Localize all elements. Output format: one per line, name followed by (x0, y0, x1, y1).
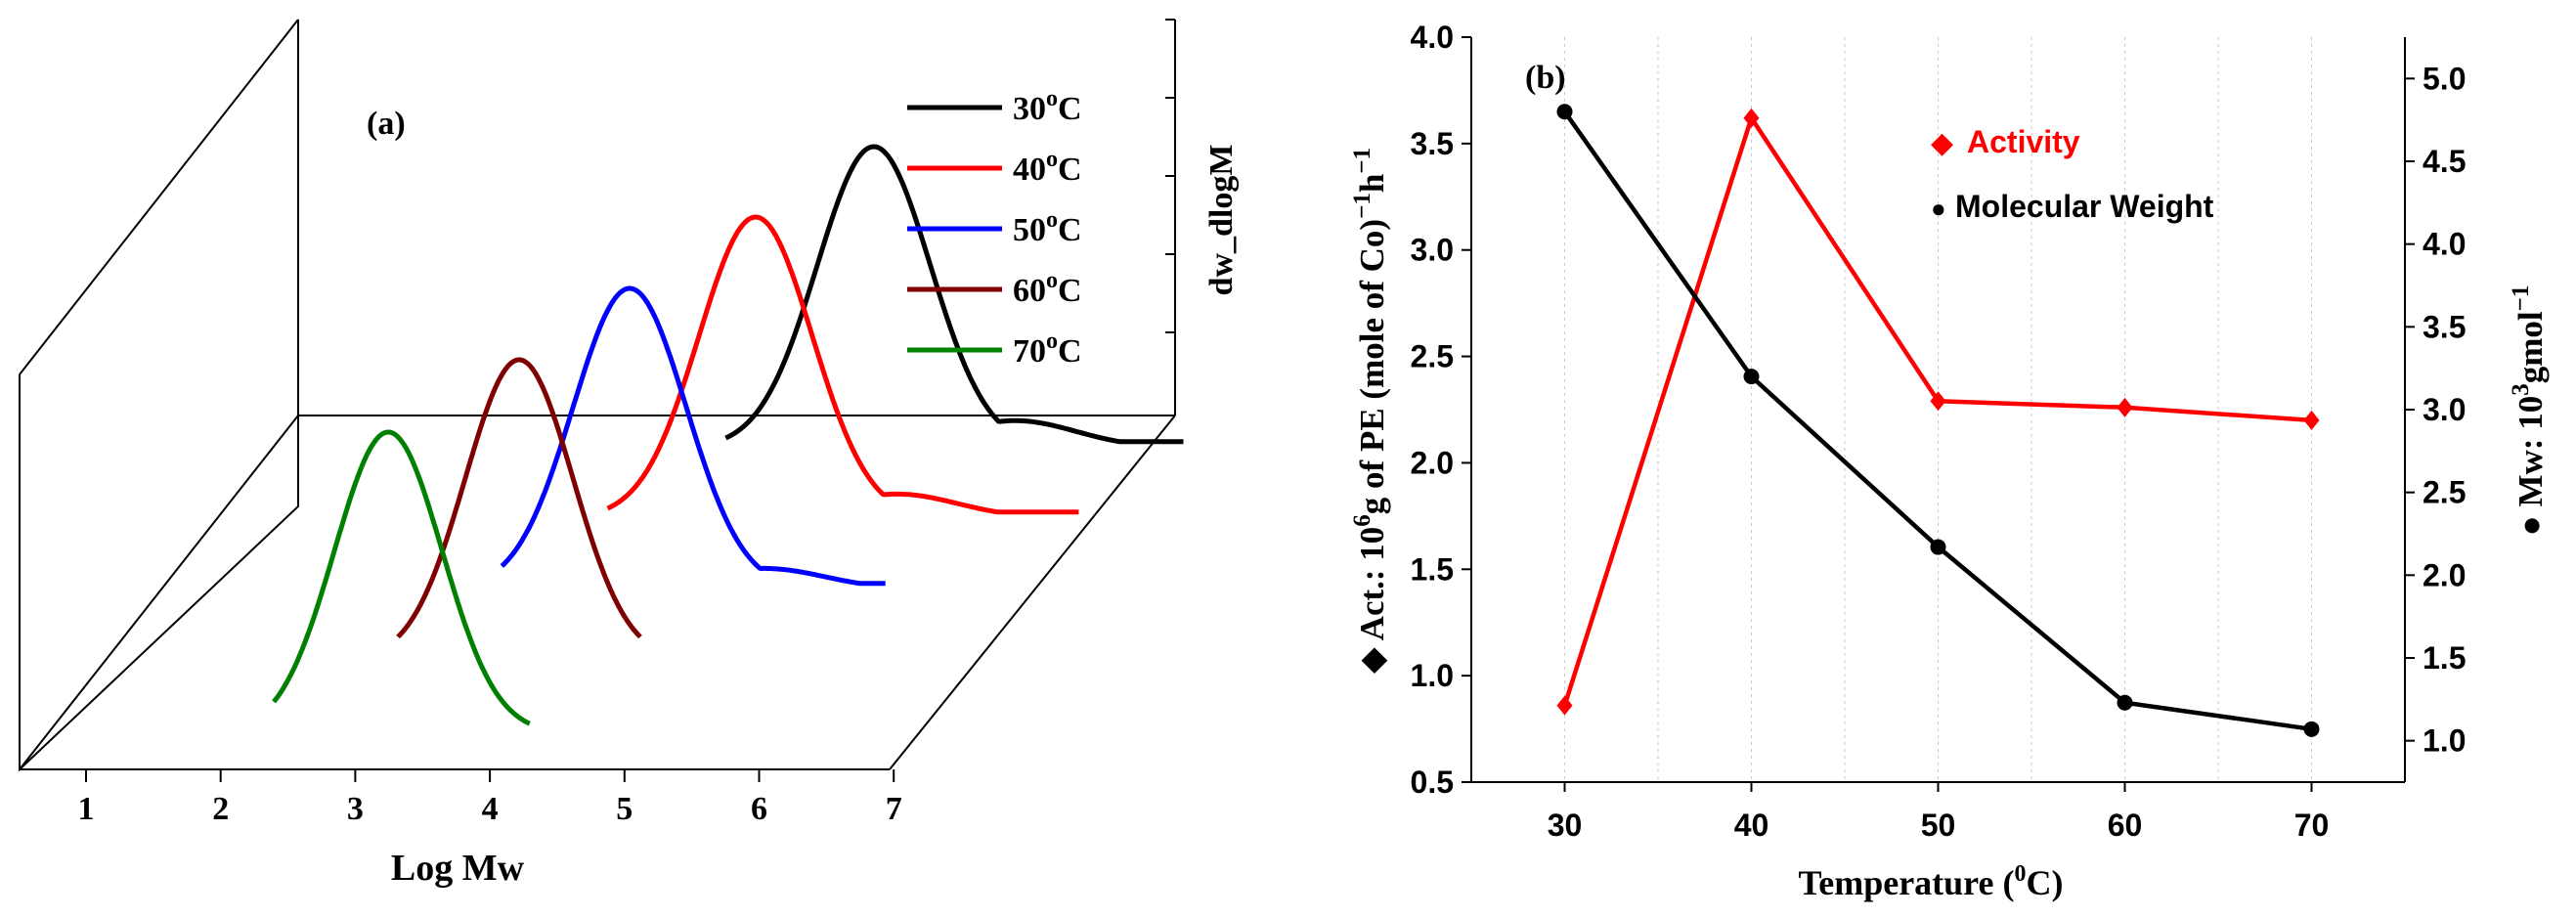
legend-mw-label: Molecular Weight (1955, 189, 2214, 224)
panel-b-right-y-tick-label: 4.5 (2423, 144, 2466, 179)
legend-activity-label: Activity (1967, 124, 2080, 159)
panel-a-back-wall-top (19, 19, 299, 375)
panel-a-x-tick-label: 6 (751, 791, 767, 827)
legend-label-70C: 70oC (1013, 328, 1082, 370)
panel-a-back-wall-left (19, 20, 299, 772)
panel-b-x-tick-label: 70 (2294, 808, 2330, 843)
panel-b-left-y-tick-label: 3.0 (1411, 233, 1454, 268)
panel-b-left-y-tick-label: 3.5 (1411, 126, 1454, 161)
panel-b-x-tick-label: 40 (1734, 808, 1769, 843)
panel-a-x-tick-label: 1 (78, 791, 95, 827)
panel-b-left-y-ticks: 0.5 1.0 1.5 2.0 2.5 3.0 3.5 4.0 (1411, 20, 1471, 800)
molecular-weight-point (1556, 104, 1573, 120)
panel-a-x-axis: 1 2 3 4 5 6 7 (78, 769, 902, 827)
panel-b-x-axis-label: Temperature (0C) (1799, 861, 2064, 902)
molecular-weight-point (1930, 539, 1946, 555)
panel-a-x-tick-label: 3 (347, 791, 364, 827)
panel-b-left-y-tick-label: 1.0 (1411, 658, 1454, 693)
panel-b-line-chart: 30 40 50 60 70 0.51.01.52.02.53.03.54.0 1.01… (1349, 20, 2550, 902)
panel-a-floor-back-left (19, 415, 299, 770)
panel-b-right-y-tick-label: 2.0 (2423, 557, 2466, 592)
panel-b-right-y-axis-label: ● Mw: 103gmol−1 (2508, 285, 2550, 537)
panel-b-label: (b) (1525, 60, 1566, 96)
panel-b-left-y-tick-label: 2.0 (1411, 445, 1454, 480)
panel-a-x-tick-label: 5 (616, 791, 633, 827)
panel-a-3d-frame (19, 19, 1176, 772)
activity-point (1930, 391, 1946, 412)
curve-30C (724, 144, 1185, 445)
activity-point (2117, 397, 2133, 417)
panel-a-floor-right (889, 415, 1176, 770)
panel-a-x-axis-label: Log Mw (391, 848, 525, 889)
legend-label-40C: 40oC (1013, 147, 1082, 188)
panel-b-left-y-tick-label: 0.5 (1411, 765, 1454, 800)
panel-b-right-y-tick-label: 1.5 (2423, 640, 2466, 676)
panel-b-right-y-tick-label: 4.0 (2423, 227, 2466, 262)
panel-a-x-tick-label: 4 (482, 791, 499, 827)
panel-b-x-tick-label: 30 (1548, 808, 1583, 843)
panel-b-left-y-tick-label: 1.5 (1411, 551, 1454, 587)
curve-40C (606, 214, 1080, 515)
panel-a-z-axis-label: dw_dlogM (1203, 145, 1240, 296)
panel-b-right-y-tick-label: 2.5 (2423, 475, 2466, 510)
panel-b-x-ticks: 30 40 50 60 70 (1548, 782, 2330, 843)
panel-a-legend: 30oC 40oC 50oC 60oC 70oC (907, 86, 1082, 370)
panel-b-series (1556, 104, 2320, 737)
legend-label-30C: 30oC (1013, 86, 1082, 127)
legend-activity-marker: ◆ (1931, 127, 1953, 159)
panel-b-right-y-tick-label: 3.5 (2423, 309, 2466, 344)
legend-label-50C: 50oC (1013, 207, 1082, 248)
panel-b-left-y-axis-label: ◆ Act.: 106g of PE (mole of Co)−1h−1 (1349, 148, 1391, 674)
molecular-weight-point (2117, 694, 2133, 711)
panel-a-label: (a) (367, 106, 406, 142)
panel-b-legend: ◆ Activity ● Molecular Weight (1931, 124, 2214, 224)
panel-a-x-tick-label: 7 (886, 791, 902, 827)
activity-point (2303, 410, 2320, 430)
curve-60C (396, 357, 642, 639)
legend-mw-marker: ● (1931, 194, 1946, 223)
molecular-weight-point (1743, 369, 1760, 385)
panel-b-right-y-tick-label: 1.0 (2423, 723, 2466, 759)
molecular-weight-point (2303, 721, 2320, 737)
panel-b-right-y-tick-label: 5.0 (2423, 61, 2466, 96)
panel-b-left-y-tick-label: 4.0 (1411, 20, 1454, 55)
panel-b-right-y-ticks: 1.0 1.5 2.0 2.5 3.0 3.5 4.0 4.5 5.0 (2405, 61, 2466, 759)
panel-a-curves (272, 144, 1185, 726)
panel-a-x-tick-label: 2 (212, 791, 229, 827)
panel-b-left-y-tick-label: 2.5 (1411, 339, 1454, 374)
activity-point (1556, 695, 1573, 716)
curve-70C (272, 429, 532, 726)
panel-b-right-y-tick-label: 3.0 (2423, 392, 2466, 427)
panel-b-x-tick-label: 60 (2108, 808, 2143, 843)
activity-point (1743, 108, 1760, 128)
panel-b-x-tick-label: 50 (1921, 808, 1956, 843)
legend-label-60C: 60oC (1013, 268, 1082, 309)
panel-a-z-ticks (1165, 19, 1175, 333)
curve-50C (500, 285, 887, 587)
